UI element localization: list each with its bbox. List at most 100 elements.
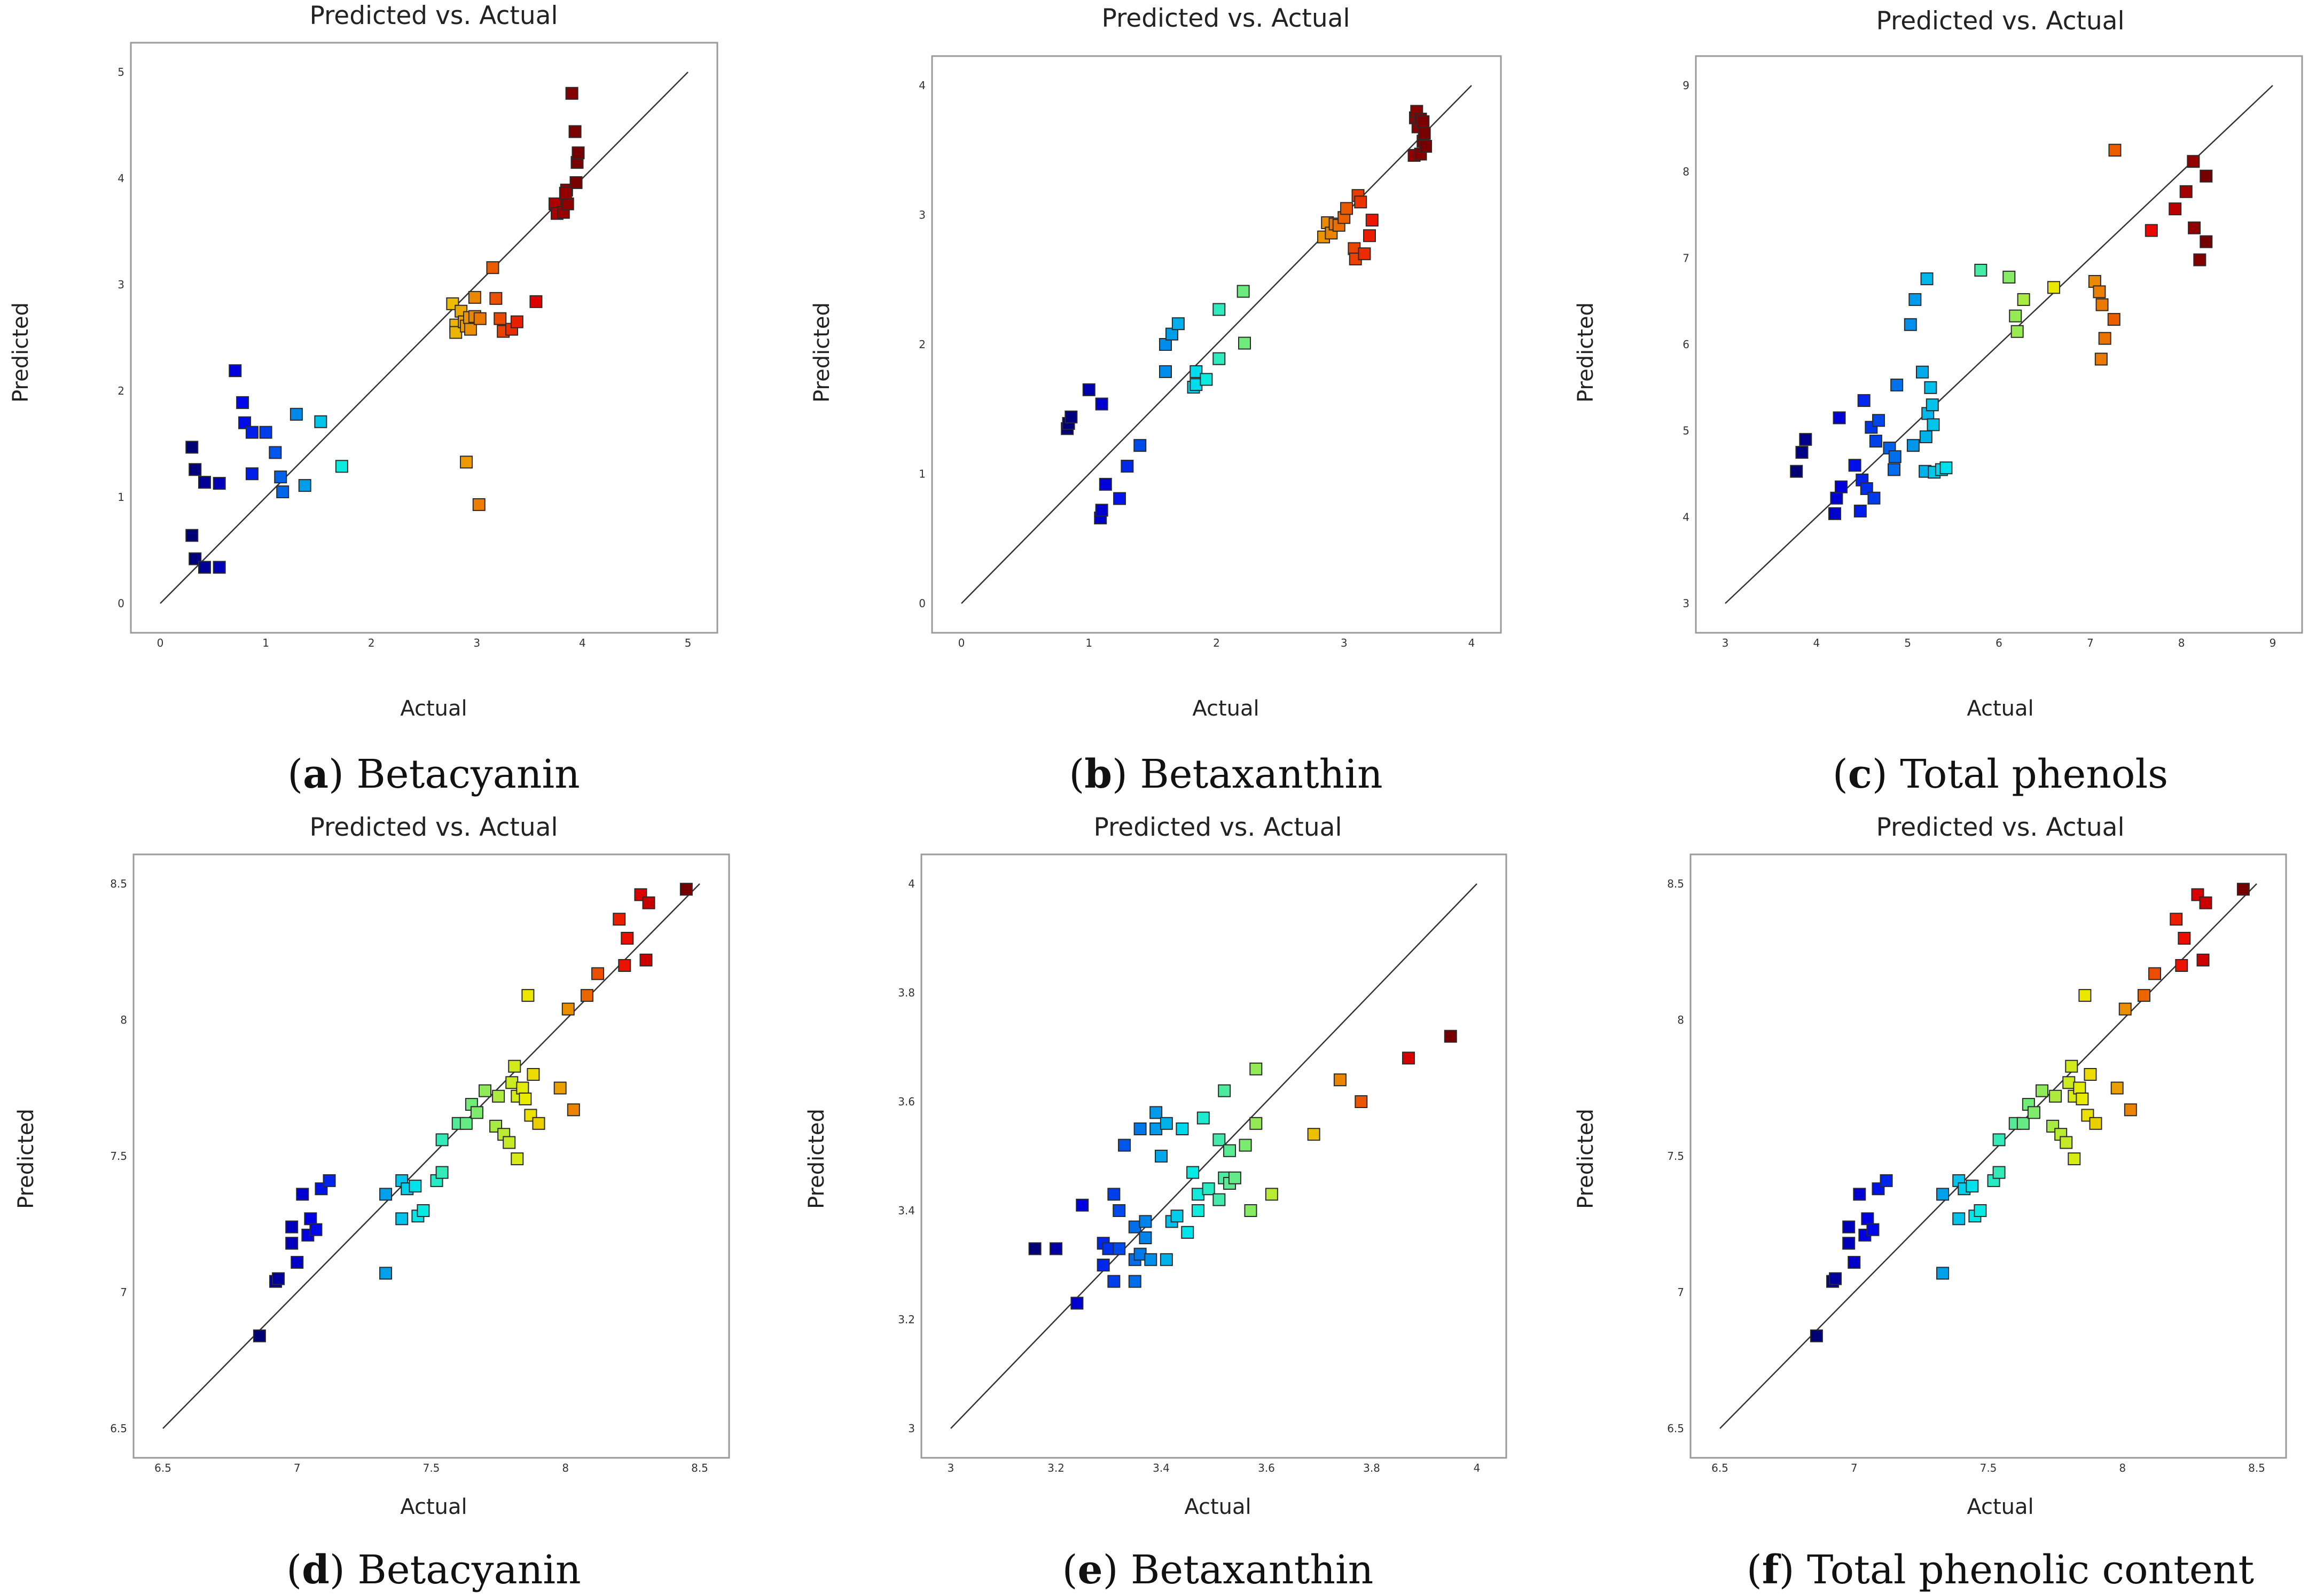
y-tick-label: 3.6	[898, 1095, 915, 1108]
panel-caption: (d) Betacyanin	[286, 1547, 581, 1593]
data-point	[569, 176, 583, 189]
data-point	[379, 1188, 393, 1201]
x-tick-label: 3.2	[1047, 1462, 1065, 1474]
data-point	[567, 1103, 580, 1117]
data-point	[1139, 1215, 1152, 1228]
data-point	[2188, 221, 2201, 234]
data-point	[2118, 1002, 2132, 1016]
data-point	[1795, 446, 1809, 459]
data-point	[245, 426, 259, 439]
panel-caption: (b) Betaxanthin	[1069, 751, 1383, 797]
data-point	[505, 1076, 519, 1089]
data-point	[1924, 381, 1937, 394]
data-point	[2016, 1117, 2030, 1130]
data-point	[245, 467, 259, 481]
data-point	[1160, 1117, 1173, 1130]
data-point	[1890, 378, 1904, 391]
data-point	[1139, 1231, 1152, 1244]
chart-title: Predicted vs. Actual	[1094, 813, 1342, 842]
data-point	[2017, 293, 2030, 306]
data-point	[1444, 1030, 1457, 1043]
data-point	[521, 989, 535, 1002]
x-tick-label: 1	[1085, 637, 1092, 649]
data-point	[435, 1166, 449, 1179]
x-axis-label: Actual	[1192, 696, 1259, 721]
data-point	[1202, 1182, 1215, 1196]
chart-panel-e: Predicted vs. Actual Actual Predicted 3 3.2 3…	[780, 812, 1560, 1594]
data-point	[335, 460, 348, 473]
x-tick-label: 8.5	[2248, 1462, 2265, 1474]
data-point	[1113, 1204, 1126, 1217]
data-point	[2196, 953, 2210, 967]
data-point	[1830, 491, 1843, 505]
y-tick-label: 0	[919, 597, 926, 610]
data-point	[1149, 1106, 1163, 1119]
data-point	[511, 1152, 524, 1166]
y-tick-label: 3	[1683, 597, 1689, 610]
data-point	[2178, 932, 2191, 945]
x-axis-label: Actual	[1967, 696, 2033, 721]
data-point	[314, 415, 327, 428]
data-point	[460, 456, 473, 469]
data-point	[1916, 365, 1929, 379]
y-tick-label: 1	[919, 468, 926, 481]
data-point	[468, 290, 481, 304]
data-point	[2107, 313, 2120, 326]
data-point	[298, 479, 311, 492]
data-point	[1244, 1204, 1257, 1217]
data-point	[2084, 1068, 2097, 1081]
y-tick-label: 7.5	[1667, 1150, 1684, 1163]
data-point	[1842, 1237, 1856, 1250]
data-point	[1974, 1204, 1987, 1217]
x-tick-label: 3	[1341, 637, 1348, 649]
data-point	[1107, 1275, 1121, 1288]
data-point	[274, 470, 287, 484]
data-point	[409, 1180, 422, 1193]
data-point	[2089, 1117, 2102, 1130]
data-point	[1249, 1117, 1263, 1130]
data-point	[1218, 1084, 1231, 1097]
data-point	[1888, 463, 1901, 476]
data-point	[285, 1220, 299, 1234]
data-point	[276, 485, 289, 499]
x-tick-label: 2	[368, 637, 375, 649]
plot-frame	[931, 55, 1502, 634]
data-point	[2199, 896, 2212, 909]
x-tick-label: 8.5	[691, 1462, 708, 1474]
data-point	[1834, 480, 1848, 493]
chart-panel-c: Predicted vs. Actual Actual Predicted 3 4 5 6 7…	[1560, 0, 2324, 812]
panel-caption: (f) Total phenolic content	[1746, 1547, 2255, 1593]
data-point	[198, 476, 211, 489]
y-tick-label: 9	[1683, 79, 1689, 92]
data-point	[527, 1068, 540, 1081]
x-tick-label: 3.4	[1153, 1462, 1170, 1474]
data-point	[1155, 1150, 1168, 1163]
data-point	[642, 896, 655, 909]
chart-panel-a: Predicted vs. Actual Actual Predicted 0 1 2 3 4…	[0, 0, 780, 812]
x-tick-label: 3.6	[1258, 1462, 1275, 1474]
data-point	[1121, 459, 1134, 473]
y-tick-label: 7.5	[110, 1150, 127, 1163]
data-point	[1113, 492, 1126, 505]
x-axis-label: Actual	[400, 696, 467, 721]
caption-letter: c	[1848, 751, 1872, 797]
caption-letter: d	[302, 1547, 330, 1593]
chart-title: Predicted vs. Actual	[1876, 6, 2125, 36]
data-point	[1355, 1095, 1368, 1108]
y-tick-label: 3.4	[898, 1204, 915, 1217]
data-point	[613, 913, 626, 926]
chart-panel-b: Predicted vs. Actual Actual Predicted 0 1 2 3 4…	[780, 0, 1560, 812]
chart-title: Predicted vs. Actual	[1102, 4, 1350, 33]
data-point	[516, 1081, 529, 1095]
data-point	[1102, 1242, 1115, 1255]
plot-frame	[920, 853, 1507, 1459]
plot-frame	[1689, 853, 2287, 1459]
data-point	[1872, 414, 1885, 427]
data-point	[395, 1212, 409, 1226]
data-point	[1118, 1138, 1131, 1152]
caption-text: Total phenolic content	[1807, 1547, 2255, 1593]
x-tick-label: 6.5	[1711, 1462, 1728, 1474]
data-point	[189, 463, 202, 476]
data-point	[185, 529, 199, 542]
data-point	[1340, 202, 1353, 215]
